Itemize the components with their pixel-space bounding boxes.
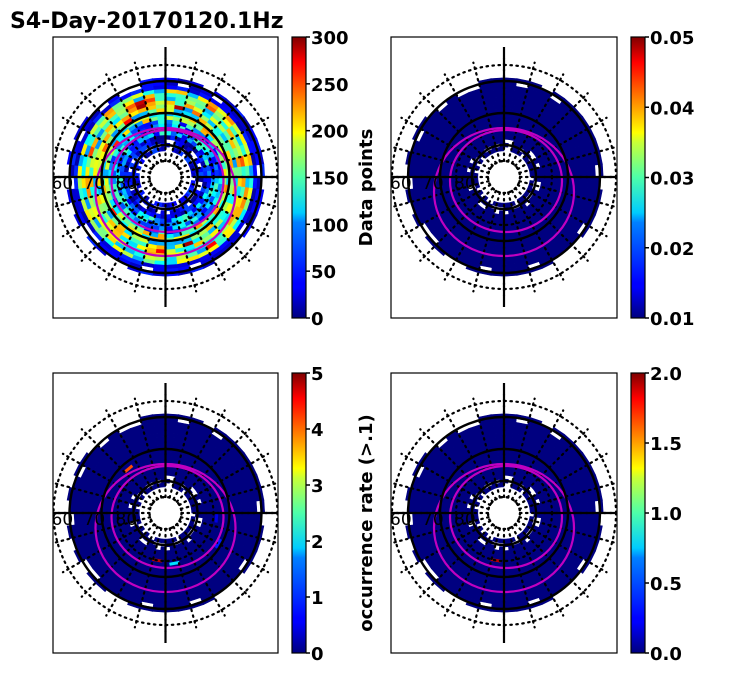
colorbar-tick-label: 150: [311, 169, 349, 190]
polar-plot: 60 70 80: [390, 47, 617, 307]
latitude-label: 80: [116, 174, 138, 194]
panel-occurrence-rate-0.1: 60 70 80 0 1 2 3 4 5 occurrence rate (>.1): [52, 364, 377, 665]
data-bin: [165, 455, 174, 461]
data-bin-hotspot: [214, 512, 219, 523]
polar-plot: 60 70 80: [390, 383, 617, 643]
colorbar-tick-label: 1: [311, 588, 324, 609]
colorbar-tick-label: 5: [311, 364, 324, 385]
latitude-label: 60: [52, 510, 74, 530]
colorbar-tick-label: 0: [311, 644, 324, 665]
colorbar: 0 1 2 3 4 5 occurrence rate (>.1): [291, 364, 377, 665]
latitude-label: 80: [116, 510, 138, 530]
data-bin: [165, 119, 174, 125]
colorbar-tick-label: 2.0: [650, 364, 682, 385]
colorbar-gradient: [630, 372, 646, 654]
auroral-oval-inner: [110, 464, 225, 570]
latitude-label: 80: [454, 510, 476, 530]
pole-cap: [151, 499, 180, 527]
colorbar: 0 50 100 150 200 250 300 Data points: [291, 28, 377, 330]
data-bin: [157, 455, 166, 461]
panel-data-points: 60 70 80 0 50 100 150 200 250 300 Data points: [52, 28, 377, 330]
dotted-latitude-circle: [148, 495, 183, 531]
data-bin-hotspot: [169, 561, 180, 566]
polar-plot: 60 70 80: [52, 47, 278, 307]
latitude-label: 70: [422, 174, 444, 194]
colorbar-tick-label: 0.02: [650, 239, 694, 260]
colorbar-tick-label: 4: [311, 420, 324, 441]
dotted-latitude-circle: [148, 159, 183, 195]
colorbar-tick-label: 0.01: [650, 309, 694, 330]
data-bin: [503, 119, 512, 125]
latitude-label: 60: [390, 510, 412, 530]
data-bin: [503, 455, 512, 461]
data-bin: [496, 119, 505, 125]
data-bin-hotspot: [214, 538, 222, 549]
latitude-label: 70: [422, 510, 444, 530]
colorbar-gradient: [630, 36, 646, 319]
latitude-label: 60: [390, 174, 412, 194]
latitude-label: 70: [84, 174, 106, 194]
latitude-label: 70: [84, 510, 106, 530]
colorbar-tick-label: 0.04: [650, 98, 694, 119]
auroral-oval-inner: [110, 128, 225, 234]
colorbar-gradient: [291, 372, 307, 654]
polar-plot: 60 70 80: [52, 383, 278, 643]
colorbar-label: Data points: [356, 129, 377, 247]
data-bin: [556, 512, 562, 521]
pole-cap: [490, 499, 518, 527]
data-bin-hotspot: [123, 464, 134, 474]
chart-title: S4-Day-20170120.1Hz: [10, 9, 284, 34]
colorbar: 0.010.020.030.040.05mean S4: [630, 28, 694, 330]
data-bin: [217, 512, 223, 521]
colorbar: 0.00.51.01.52.0occurrence rate (>.15): [630, 364, 682, 665]
data-bin: [556, 176, 562, 185]
auroral-oval-inner: [448, 128, 564, 234]
colorbar-tick-label: 300: [311, 28, 349, 49]
colorbar-tick-label: 0.03: [650, 169, 694, 190]
colorbar-tick-label: 1.0: [650, 504, 682, 525]
auroral-oval-inner: [448, 464, 564, 570]
latitude-label: 80: [454, 174, 476, 194]
pole-cap: [151, 163, 180, 191]
colorbar-gradient: [291, 36, 307, 319]
colorbar-tick-label: 0.0: [650, 644, 682, 665]
dotted-latitude-circle: [486, 159, 522, 195]
colorbar-tick-label: 100: [311, 215, 349, 236]
colorbar-tick-label: 1.5: [650, 434, 682, 455]
colorbar-tick-label: 2: [311, 532, 324, 553]
colorbar-tick-label: 3: [311, 476, 324, 497]
latitude-label: 60: [52, 174, 74, 194]
dotted-latitude-circle: [486, 495, 522, 531]
colorbar-tick-label: 0.05: [650, 28, 694, 49]
data-bin: [157, 119, 166, 125]
colorbar-tick-label: 50: [311, 262, 336, 283]
data-bin: [217, 176, 223, 185]
colorbar-label: occurrence rate (>.1): [356, 414, 377, 631]
pole-cap: [490, 163, 518, 191]
colorbar-tick-label: 250: [311, 75, 349, 96]
colorbar-tick-label: 0.5: [650, 574, 682, 595]
colorbar-tick-label: 0: [311, 309, 324, 330]
colorbar-tick-label: 200: [311, 122, 349, 143]
data-bin: [496, 455, 505, 461]
